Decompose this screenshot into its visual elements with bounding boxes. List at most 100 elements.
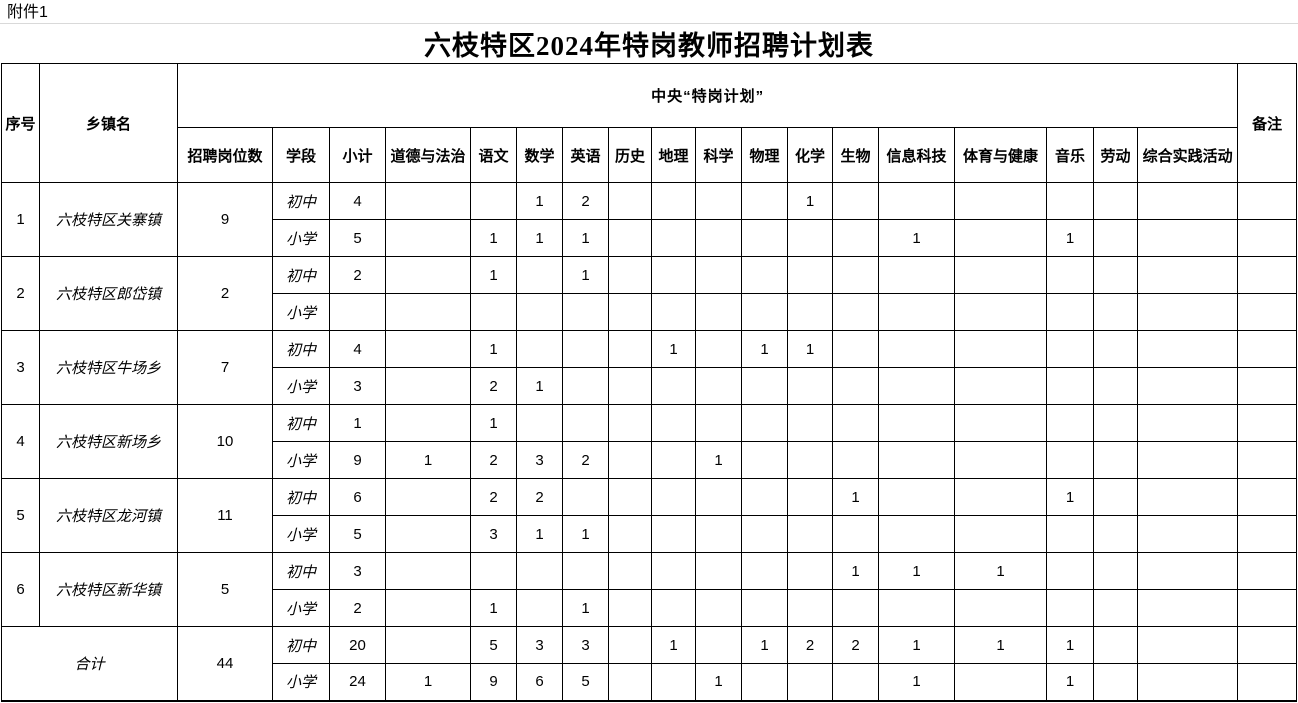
subject-value [516,404,563,442]
table-row: 小学 3 2 1 [2,367,1298,405]
remark-cell [1237,663,1298,701]
subject-value [787,515,833,553]
subject-value [1046,330,1094,368]
col-header-positions: 招聘岗位数 [177,127,273,183]
subject-value: 2 [562,441,609,479]
subject-value [651,293,696,331]
table-body: 1 六枝特区关寨镇 9 初中 4 1 2 1 小学 5 1 1 1 1 1 2 六枝特区郎岱镇 2 初中 2 1 1 小学 3… [1,182,1298,701]
subject-value [832,219,879,257]
table-row: 3 六枝特区牛场乡 7 初中 4 1 1 1 1 [1,330,1298,405]
subject-value: 1 [878,663,955,701]
subject-value [954,219,1047,257]
remark-cell [1237,589,1298,627]
subtotal-value: 3 [329,367,386,405]
subject-value [651,589,696,627]
subject-value [608,256,652,294]
subject-value [695,219,742,257]
subject-value [954,367,1047,405]
subject-value: 1 [385,441,471,479]
subject-value: 2 [562,182,609,220]
positions-count: 44 [177,626,273,701]
subtotal-value: 3 [329,552,386,590]
subject-value [832,256,879,294]
subject-value: 1 [516,219,563,257]
subtotal-value: 20 [329,626,386,664]
subject-value [1136,219,1239,257]
table-row: 5 六枝特区龙河镇 11 初中 6 2 2 1 1 [1,478,1298,553]
stage-label: 小学 [272,515,330,553]
subject-value [1136,441,1239,479]
township-name: 六枝特区郎岱镇 [39,256,178,331]
subject-value [878,478,955,516]
subject-value [1136,404,1239,442]
remark-cell [1237,330,1298,368]
col-header-remark: 备注 [1237,63,1298,183]
positions-count: 7 [177,330,273,405]
subject-value [954,404,1047,442]
subject-value [954,663,1047,701]
col-header-music: 音乐 [1046,127,1094,183]
subject-value [651,441,696,479]
row-seq: 5 [1,478,40,553]
subject-value [562,552,609,590]
subject-value [1093,663,1138,701]
positions-count: 10 [177,404,273,479]
subject-value [741,663,788,701]
subject-value [741,182,788,220]
subject-value [470,552,517,590]
subject-value: 1 [562,589,609,627]
subject-value [608,478,652,516]
subject-value [878,515,955,553]
page-title: 六枝特区2024年特岗教师招聘计划表 [424,31,874,61]
subject-value [787,663,833,701]
subject-value [562,330,609,368]
positions-count: 2 [177,256,273,331]
subtotal-value: 9 [329,441,386,479]
col-header-township: 乡镇名 [39,63,178,183]
subject-value [954,330,1047,368]
subject-value [695,293,742,331]
remark-cell [1237,219,1298,257]
table-row: 2 六枝特区郎岱镇 2 初中 2 1 1 [1,256,1298,331]
subject-value [787,219,833,257]
subject-value [608,367,652,405]
table-row: 小学 2 1 1 [2,589,1298,627]
remark-cell [1237,478,1298,516]
subject-value [787,293,833,331]
subject-value [1046,293,1094,331]
subject-value [787,589,833,627]
subject-value [385,182,471,220]
col-header-pe-health: 体育与健康 [954,127,1047,183]
row-seq: 2 [1,256,40,331]
subject-value [787,441,833,479]
subject-value: 1 [516,515,563,553]
subject-value [1046,441,1094,479]
top-gridline-strip: 附件1 [0,0,1298,24]
total-label: 合计 [1,626,178,701]
subject-value: 1 [741,330,788,368]
subject-value: 1 [1046,219,1094,257]
subject-value: 2 [470,441,517,479]
subject-value [1093,478,1138,516]
subject-value [385,219,471,257]
subject-value: 1 [470,256,517,294]
table-row: 小学 [2,293,1298,331]
subject-value: 1 [470,330,517,368]
header-row-2: 招聘岗位数 学段 小计 道德与法治 语文 数学 英语 历史 地理 科学 物理 化… [2,127,1297,183]
subject-value [695,626,742,664]
stage-label: 小学 [272,663,330,701]
stage-label: 初中 [272,626,330,664]
col-header-morality-law: 道德与法治 [385,127,471,183]
subject-value [1093,515,1138,553]
subject-value [1136,182,1239,220]
col-header-biology: 生物 [832,127,879,183]
total-row: 合计 44 初中 20 5 3 3 1 1 2 2 1 1 1 [1,626,1298,701]
subject-value [878,441,955,479]
subject-value [516,256,563,294]
remark-cell [1237,552,1298,590]
subject-value [651,663,696,701]
township-name: 六枝特区牛场乡 [39,330,178,405]
subject-value: 1 [695,663,742,701]
township-name: 六枝特区关寨镇 [39,182,178,257]
township-name: 六枝特区新场乡 [39,404,178,479]
